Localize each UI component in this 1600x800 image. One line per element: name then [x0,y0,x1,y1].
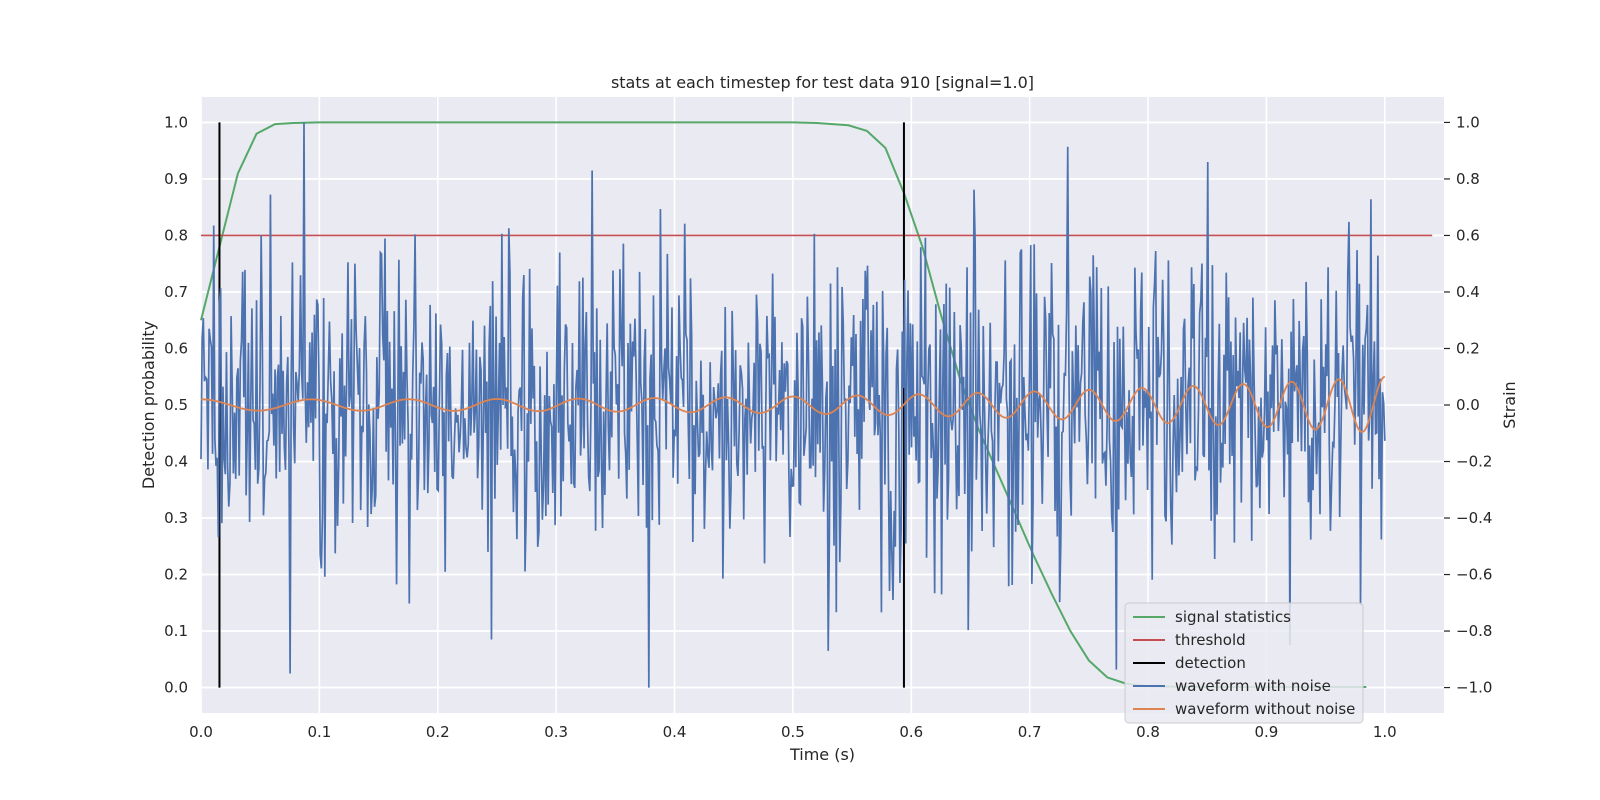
y-tick-label-right: 0.6 [1456,226,1480,244]
right-axis-series [200,122,1386,688]
series-waveform-without-noise [200,375,1386,433]
x-tick-label: 0.0 [189,723,213,741]
legend-box [1124,602,1364,724]
y-tick-label-left: 0.3 [164,509,188,527]
y-tick-label-left: 0.1 [164,622,188,640]
legend-label: waveform without noise [1175,700,1355,718]
y-tick-label-left: 0.8 [164,226,188,244]
x-tick-label: 0.6 [899,723,923,741]
x-tick-label: 0.8 [1136,723,1160,741]
x-tick-label: 0.9 [1254,723,1278,741]
y-tick-label-left: 1.0 [164,113,188,131]
y-tick-label-left: 0.4 [164,453,188,471]
y-axis-label-right: Strain [1500,381,1519,428]
x-axis-label: Time (s) [789,745,855,764]
y-tick-label-right: 0.8 [1456,170,1480,188]
x-tick-label: 0.5 [781,723,805,741]
series-waveform-with-noise [200,122,1386,688]
legend-label: detection [1175,654,1246,672]
x-tick-label: 0.7 [1018,723,1042,741]
legend-label: signal statistics [1175,608,1291,626]
y-tick-label-right: 0.4 [1456,283,1480,301]
y-tick-label-left: 0.6 [164,339,188,357]
x-tick-label: 0.1 [307,723,331,741]
y-tick-label-right: −0.8 [1456,622,1492,640]
x-tick-label: 0.4 [663,723,687,741]
chart-title: stats at each timestep for test data 910… [611,73,1034,92]
x-tick-label: 0.2 [426,723,450,741]
x-tick-label: 0.3 [544,723,568,741]
y-tick-label-left: 0.2 [164,566,188,584]
legend: signal statistics threshold detection wavef… [1124,602,1364,724]
y-tick-label-left: 0.5 [164,396,188,414]
y-tick-label-right: 1.0 [1456,113,1480,131]
tick-labels: 0.0 0.1 0.2 0.3 0.4 0.5 0.6 0.7 0.8 0.9 1.0 0.0 0.1 0… [164,113,1492,741]
y-tick-label-right: 0.2 [1456,339,1480,357]
y-tick-label-left: 0.7 [164,283,188,301]
y-tick-label-right: 0.0 [1456,396,1480,414]
legend-label: threshold [1175,631,1246,649]
y-axis-label-left: Detection probability [139,321,158,489]
y-tick-label-right: −0.6 [1456,566,1492,584]
y-tick-label-left: 0.9 [164,170,188,188]
y-tick-label-right: −0.2 [1456,453,1492,471]
y-tick-label-right: −0.4 [1456,509,1492,527]
y-tick-label-left: 0.0 [164,679,188,697]
x-tick-label: 1.0 [1373,723,1397,741]
legend-label: waveform with noise [1175,677,1331,695]
y-tick-label-right: −1.0 [1456,679,1492,697]
